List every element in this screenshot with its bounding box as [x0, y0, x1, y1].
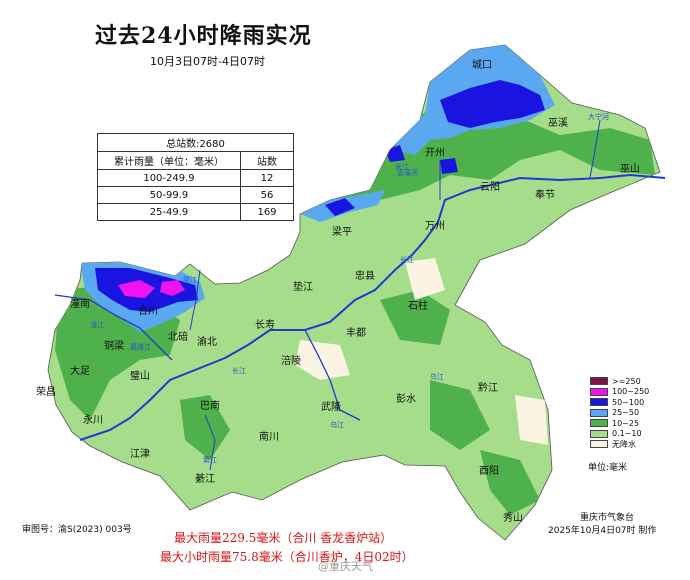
- river-label: 乌江: [330, 421, 344, 429]
- legend-swatch: [590, 419, 608, 428]
- city-label: 大足: [70, 366, 90, 377]
- max-rainfall-note: 最大雨量229.5毫米（合川 香龙香炉站）: [174, 531, 393, 545]
- legend-label: 无降水: [612, 439, 636, 449]
- legend-label: 100~250: [612, 387, 650, 397]
- legend-item: 100~250: [590, 387, 649, 398]
- city-label: 北碚: [168, 332, 188, 343]
- river-label: 长江: [232, 367, 246, 375]
- table-row: 100-249.9 12: [97, 169, 294, 187]
- city-label: 云阳: [480, 182, 500, 193]
- city-label: 巫山: [620, 164, 640, 175]
- city-label: 武隆: [321, 402, 341, 413]
- legend-item: 50~100: [590, 397, 649, 408]
- river-label: 大宁河: [588, 113, 609, 121]
- city-label: 秀山: [503, 513, 523, 524]
- city-label: 南川: [259, 432, 279, 443]
- city-label: 丰都: [346, 328, 366, 339]
- legend-label: >=250: [612, 376, 641, 386]
- city-label: 石柱: [408, 301, 428, 312]
- city-label: 彭水: [396, 394, 416, 405]
- city-label: 合川: [138, 306, 158, 317]
- city-label: 巫溪: [548, 118, 568, 129]
- city-label: 江津: [130, 449, 150, 460]
- river-label: 长江: [395, 163, 409, 171]
- legend-item: 25~50: [590, 408, 649, 419]
- city-label: 巴南: [200, 401, 220, 412]
- city-label: 黔江: [478, 383, 498, 394]
- legend-item: >=250: [590, 376, 649, 387]
- city-label: 璧山: [130, 371, 150, 382]
- table-row: 25-49.9 169: [97, 203, 294, 221]
- count-cell: 169: [240, 203, 294, 221]
- city-label: 万州: [425, 221, 445, 232]
- rainfall-legend: >=250 100~250 50~100 25~50 10~25 0.1~10 …: [590, 376, 649, 450]
- legend-label: 25~50: [612, 408, 640, 418]
- time-period: 10月3日07时-4日07时: [150, 55, 265, 68]
- city-label: 梁平: [332, 227, 352, 238]
- production-time: 2025年10月4日07时 制作: [548, 526, 657, 536]
- river-label: 长江: [400, 256, 414, 264]
- city-label: 涪陵: [281, 356, 301, 367]
- max-hourly-rainfall-note: 最大小时雨量75.8毫米（合川香炉，4日02时）: [160, 550, 414, 564]
- legend-unit: 单位:毫米: [588, 463, 628, 473]
- river-label: 涪江: [90, 321, 104, 329]
- city-label: 綦江: [195, 474, 215, 485]
- legend-swatch: [590, 377, 608, 386]
- river-label: 綦江: [203, 456, 217, 464]
- city-label: 城口: [472, 60, 492, 71]
- river-label: 乌江: [430, 373, 444, 381]
- chongqing-region: [47, 44, 666, 541]
- city-label: 永川: [83, 415, 103, 426]
- city-label: 潼南: [70, 299, 90, 310]
- legend-item: 无降水: [590, 439, 649, 450]
- city-label: 奉节: [535, 190, 555, 201]
- table-row: 50-99.9 56: [97, 186, 294, 204]
- river-label: 嘉陵江: [130, 343, 151, 351]
- watermark: @重庆天气: [318, 560, 373, 573]
- legend-label: 0.1~10: [612, 429, 642, 439]
- city-label: 渝北: [197, 337, 217, 348]
- legend-swatch: [590, 387, 608, 396]
- city-label: 忠县: [355, 271, 375, 282]
- legend-item: 10~25: [590, 418, 649, 429]
- map-approval-number: 审图号：渝S(2023) 003号: [22, 525, 132, 535]
- map-title: 过去24小时降雨实况: [95, 23, 312, 49]
- city-label: 垫江: [293, 282, 313, 293]
- city-label: 荣昌: [36, 387, 56, 398]
- legend-swatch: [590, 440, 608, 449]
- city-label: 铜梁: [104, 341, 124, 352]
- station-stats-table: 总站数:2680 累计雨量（单位：毫米） 站数 100-249.9 12 50-…: [97, 133, 294, 221]
- legend-item: 0.1~10: [590, 429, 649, 440]
- legend-label: 50~100: [612, 397, 645, 407]
- legend-swatch: [590, 429, 608, 438]
- city-label: 开州: [425, 148, 445, 159]
- river-label: 渠江: [183, 276, 197, 284]
- legend-label: 10~25: [612, 418, 640, 428]
- agency-name: 重庆市气象台: [580, 513, 635, 523]
- city-label: 长寿: [255, 320, 275, 331]
- legend-swatch: [590, 408, 608, 417]
- city-label: 酉阳: [479, 466, 499, 477]
- river-label: 澎溪河: [397, 169, 418, 177]
- legend-swatch: [590, 398, 608, 407]
